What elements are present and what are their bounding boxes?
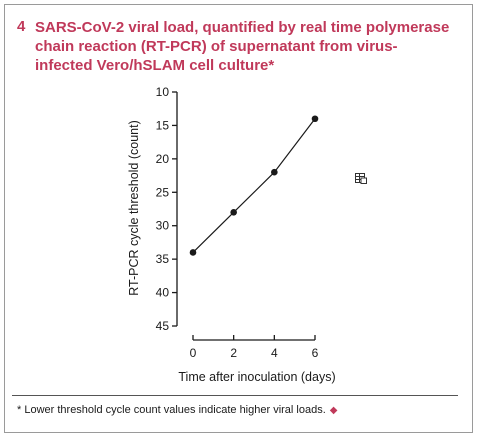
- y-tick-label: 30: [156, 219, 170, 233]
- end-mark-icon: ◆: [329, 405, 338, 416]
- x-tick-label: 2: [230, 346, 237, 360]
- figure-number: 4: [17, 18, 26, 35]
- table-export-icon[interactable]: [355, 173, 367, 184]
- y-tick-label: 25: [156, 185, 170, 199]
- y-tick-label: 45: [156, 319, 170, 333]
- footnote: * Lower threshold cycle count values ind…: [17, 404, 337, 416]
- series-layer: [189, 115, 319, 256]
- footnote-text: * Lower threshold cycle count values ind…: [17, 404, 326, 416]
- x-tick-label: 0: [190, 346, 197, 360]
- figure-frame: [4, 4, 473, 433]
- x-tick-label: 4: [271, 346, 278, 360]
- x-axis: 0 2 4 6: [190, 335, 319, 360]
- line-chart: 10 15 20 25 30 35 40 45 0 2 4 6 Time after inocula…: [127, 85, 336, 384]
- footnote-divider: [12, 395, 458, 396]
- y-tick-label: 20: [156, 152, 170, 166]
- data-point: [230, 209, 237, 216]
- y-tick-label: 35: [156, 252, 170, 266]
- y-axis-label: RT-PCR cycle threshold (count): [127, 120, 141, 296]
- x-tick-label: 6: [312, 346, 319, 360]
- data-point: [311, 115, 319, 123]
- y-tick-label: 15: [156, 118, 170, 132]
- y-axis: 10 15 20 25 30 35 40 45: [156, 85, 178, 333]
- series-line: [192, 118, 316, 253]
- y-tick-label: 10: [156, 85, 170, 99]
- figure-title: SARS-CoV-2 viral load, quantified by rea…: [35, 19, 450, 74]
- y-tick-label: 40: [156, 286, 170, 300]
- data-point: [271, 168, 278, 176]
- data-point: [189, 249, 197, 256]
- x-axis-label: Time after inoculation (days): [178, 370, 335, 384]
